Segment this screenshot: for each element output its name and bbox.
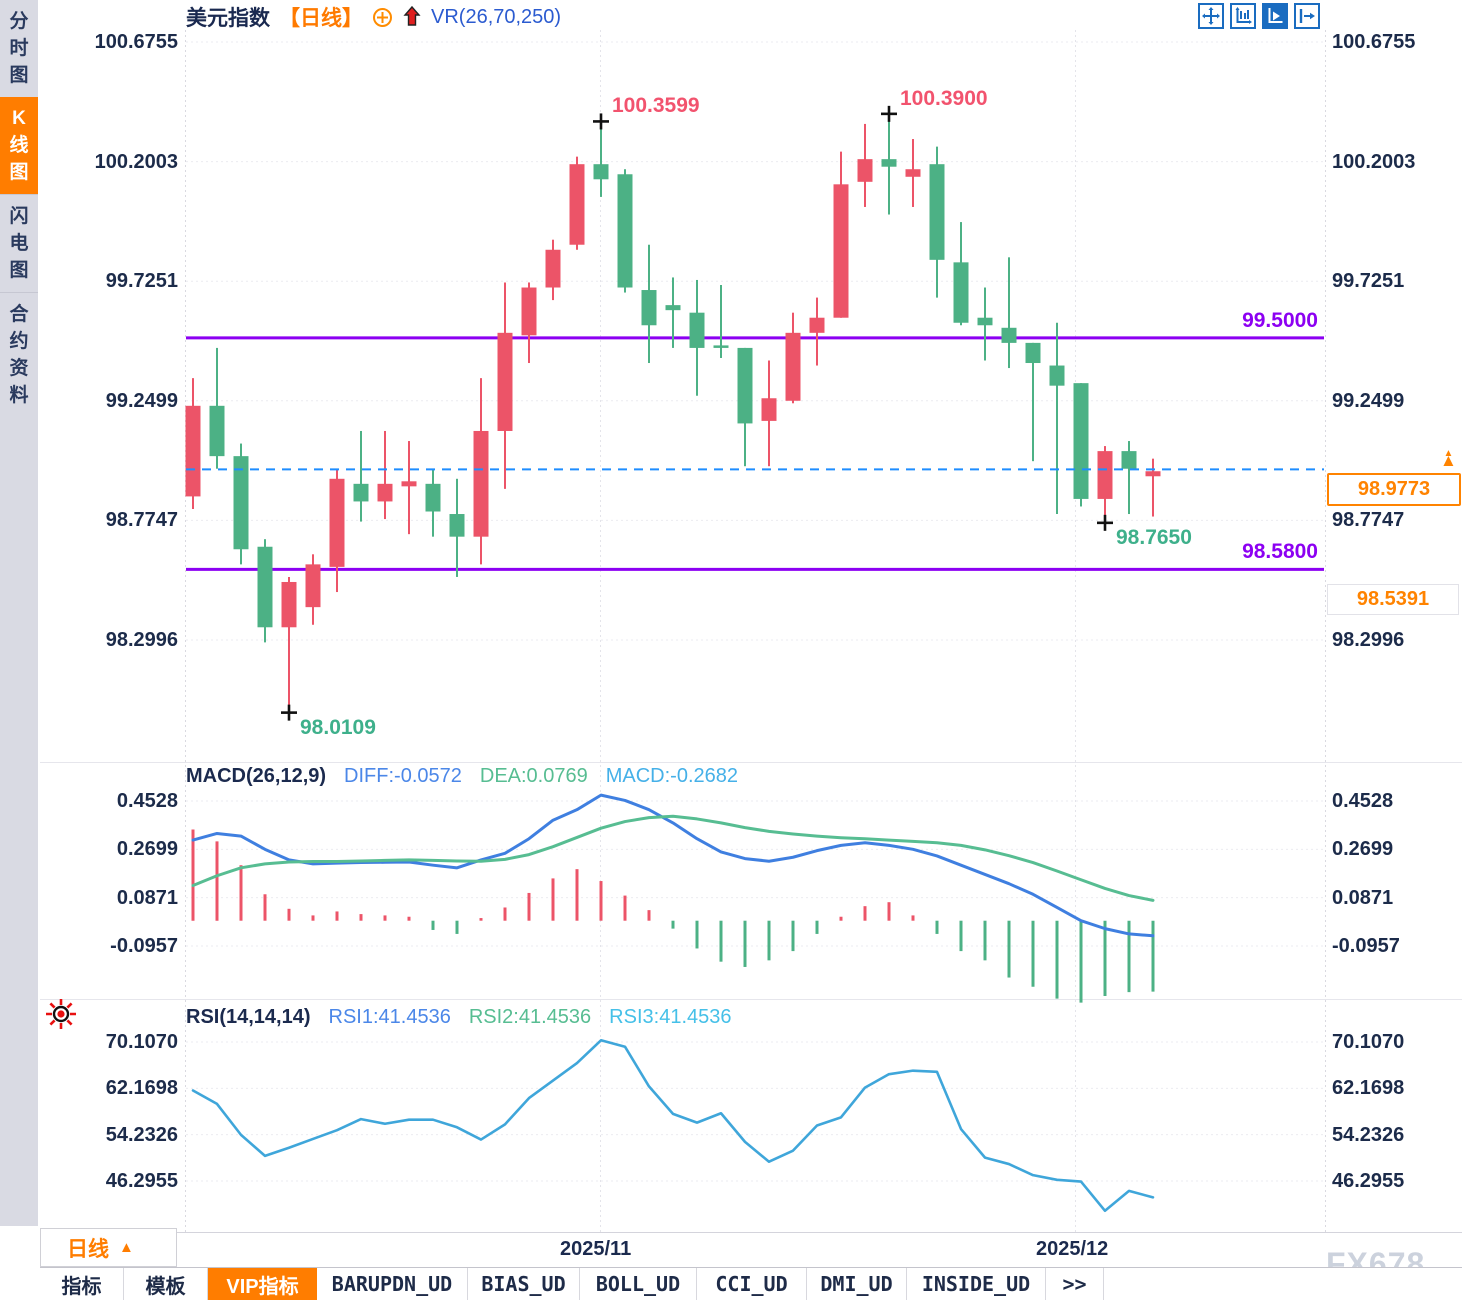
xaxis-date-1: 2025/11 xyxy=(560,1238,632,1260)
rsi-header: RSI(14,14,14) RSI1:41.4536 RSI2:41.4536 … xyxy=(186,1006,732,1029)
chart-header: 美元指数 【日线】 VR(26,70,250) xyxy=(186,2,561,32)
macd-tick-right: 0.0871 xyxy=(1332,886,1394,909)
tabs-overflow-button[interactable]: >> xyxy=(1046,1268,1104,1300)
macd-tick-right: -0.0957 xyxy=(1332,934,1400,957)
price-tick-left: 100.2003 xyxy=(94,150,178,173)
indicator-tab[interactable]: DMI_UD xyxy=(807,1268,907,1300)
macd-diff-readout: DIFF:-0.0572 xyxy=(344,765,462,787)
circle-plus-icon[interactable] xyxy=(372,7,393,28)
price-tick-left: 99.2499 xyxy=(105,389,178,412)
price-tick-left: 100.6755 xyxy=(94,31,178,53)
chevron-up-icon: ▲ xyxy=(119,1239,134,1256)
price-tick-right: 100.6755 xyxy=(1332,31,1416,53)
macd-tick-left: 0.2699 xyxy=(116,838,178,861)
price-tick-right: 99.2499 xyxy=(1332,389,1405,412)
period-selector-label: 日线 xyxy=(67,1237,109,1261)
macd-tick-right: 0.4528 xyxy=(1332,789,1394,812)
fit-axes-icon[interactable] xyxy=(1230,3,1256,29)
macd-tick-left: 0.4528 xyxy=(116,789,178,812)
price-tick-right: 98.2996 xyxy=(1332,628,1405,651)
macd-macd-readout: MACD:-0.2682 xyxy=(605,765,739,787)
price-annotation: 98.0109 xyxy=(300,715,376,739)
rsi-tick-right: 46.2955 xyxy=(1332,1170,1405,1193)
price-tick-left: 99.7251 xyxy=(105,270,178,293)
level-line-label: 99.5000 xyxy=(1242,308,1318,332)
current-price-box: 98.9773 xyxy=(1327,473,1461,506)
support-price-box: 98.5391 xyxy=(1327,584,1459,615)
indicator-sun-icon[interactable] xyxy=(44,997,78,1031)
macd-tick-left: 0.0871 xyxy=(116,886,178,909)
price-annotation: 98.7650 xyxy=(1116,525,1192,549)
macd-header: MACD(26,12,9) DIFF:-0.0572 DEA:0.0769 MA… xyxy=(186,765,738,788)
pan-crosshair-icon[interactable] xyxy=(1198,3,1224,29)
period-label[interactable]: 【日线】 xyxy=(279,7,363,30)
indicator-tab[interactable]: BARUPDN_UD xyxy=(317,1268,468,1300)
indicator-label[interactable]: VR(26,70,250) xyxy=(431,5,562,28)
sidebar-item[interactable]: 分时图 xyxy=(9,11,29,86)
indicator-tab[interactable]: 模板 xyxy=(124,1268,208,1300)
period-selector[interactable]: 日线 ▲ xyxy=(40,1228,177,1267)
price-tick-right: 100.2003 xyxy=(1332,150,1416,173)
xaxis-date-2: 2025/12 xyxy=(1036,1238,1109,1260)
rsi-tick-right: 54.2326 xyxy=(1332,1123,1405,1146)
red-up-arrow-icon[interactable] xyxy=(402,5,422,29)
rsi-title: RSI(14,14,14) xyxy=(186,1006,311,1028)
rsi-tick-left: 46.2955 xyxy=(105,1170,178,1193)
price-tick-right: 99.7251 xyxy=(1332,270,1405,293)
macd-dea-readout: DEA:0.0769 xyxy=(479,765,588,787)
indicator-tab[interactable]: BOLL_UD xyxy=(580,1268,697,1300)
indicator-tab-bar: 指标 模板 VIP指标 BARUPDN_UD BIAS_UD BOLL_UD CCI_UD D… xyxy=(40,1267,1462,1300)
price-tick-left: 98.7747 xyxy=(105,509,178,532)
sidebar-item[interactable]: 合约资料 xyxy=(0,292,38,417)
price-tick-left: 98.2996 xyxy=(105,628,178,651)
rsi-tick-left: 62.1698 xyxy=(105,1077,178,1100)
rsi-tick-right: 62.1698 xyxy=(1332,1077,1405,1100)
shift-right-icon[interactable] xyxy=(1294,3,1320,29)
macd-tick-right: 0.2699 xyxy=(1332,838,1394,861)
indicator-tab[interactable]: BIAS_UD xyxy=(468,1268,580,1300)
symbol-title: 美元指数 xyxy=(186,7,270,30)
indicator-tab[interactable]: CCI_UD xyxy=(697,1268,807,1300)
rsi3-readout: RSI3:41.4536 xyxy=(609,1006,732,1028)
price-annotation: 100.3599 xyxy=(612,94,700,118)
price-annotation: 100.3900 xyxy=(900,86,988,110)
rsi1-readout: RSI1:41.4536 xyxy=(328,1006,451,1028)
chart-toolbar xyxy=(1198,3,1320,29)
indicator-tab[interactable]: INSIDE_UD xyxy=(907,1268,1046,1300)
indicator-tab[interactable]: VIP指标 xyxy=(208,1268,317,1300)
price-up-marker-icon: ▲ ▲ xyxy=(1440,448,1457,470)
indicator-tab[interactable]: 指标 xyxy=(40,1268,124,1300)
sidebar-item[interactable]: 闪电图 xyxy=(0,194,38,292)
macd-tick-left: -0.0957 xyxy=(110,934,178,957)
rsi-tick-left: 54.2326 xyxy=(105,1123,178,1146)
macd-title: MACD(26,12,9) xyxy=(186,765,327,787)
rsi-tick-left: 70.1070 xyxy=(105,1031,178,1053)
rsi2-readout: RSI2:41.4536 xyxy=(468,1006,592,1028)
level-line-label: 98.5800 xyxy=(1242,540,1318,564)
rsi-tick-right: 70.1070 xyxy=(1332,1031,1405,1053)
auto-scroll-icon[interactable] xyxy=(1262,3,1288,29)
price-tick-right: 98.7747 xyxy=(1332,509,1405,532)
